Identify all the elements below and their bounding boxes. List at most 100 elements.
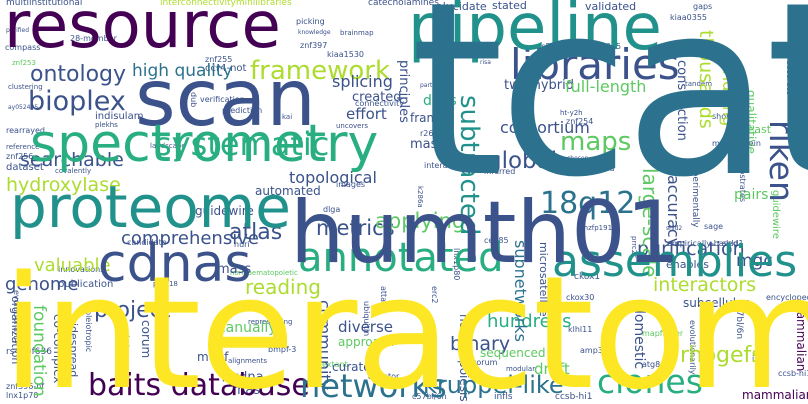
word-znf253: znf253 (12, 59, 36, 67)
word-compass: compass (5, 43, 41, 52)
word-pipeline: pipeline (408, 0, 662, 65)
word-picking: picking (296, 17, 325, 26)
word-baits-database: baits database (88, 371, 310, 401)
word-assemblies: assemblies (552, 236, 798, 287)
word-infls: ccsb-hi1 (778, 369, 808, 378)
word-pleiotropic: corum (139, 320, 153, 359)
word-valuable: valuable (34, 255, 111, 276)
word-interactors: interactors (653, 274, 757, 296)
word-ontology: ontology (30, 62, 127, 87)
word-kai: prediction (222, 106, 263, 115)
word-reading: reading (245, 275, 321, 299)
word-18q12: 18q12 (540, 186, 636, 221)
word-riken: riken (762, 120, 801, 202)
word-baits: baits (88, 368, 162, 403)
word-maps: maps (560, 127, 632, 157)
word-images: kox26 (456, 157, 477, 165)
word-consortium: consortium (500, 118, 590, 137)
word-brainmap: brainmap (340, 29, 374, 37)
word-mgc: mgc (736, 251, 773, 271)
word-foundation: foundation (29, 305, 49, 397)
word-risa: gaps (693, 2, 713, 11)
word-project: project (94, 298, 171, 323)
word-ckox1: klhl11 (568, 325, 593, 334)
word-ccr4-not: ccr4-not (205, 63, 247, 74)
word-two-hybrid: two-hybrid (504, 78, 575, 93)
word-chosen: candidate (127, 238, 167, 247)
word-innovations: attaatt (379, 286, 388, 314)
word-motif: motif (197, 350, 229, 364)
word-rs572483: rs3127075 (578, 42, 622, 51)
word-variations: dlga (323, 205, 341, 214)
word-dub: kai (282, 113, 293, 121)
word-ht-y2h: r26eyfp (420, 129, 452, 138)
word-interconnectivityminilibraries: interconnectivityminilibraries (160, 0, 292, 8)
word-znf397: znf397 (300, 41, 328, 50)
word-spectrometry: spectrometry (30, 114, 379, 174)
word-manually: manually (212, 320, 277, 336)
word-ay052495: c57bl/6n (412, 392, 447, 401)
word-landscape: ay052495 (8, 104, 39, 111)
word-ubiquitin: erc2 (430, 286, 439, 304)
word-corum: alignments (228, 357, 268, 365)
word-evolutionarily: c57bl/6n (734, 300, 744, 340)
word-dataset: indisulam (95, 111, 144, 122)
word-prrc2c: sage (704, 222, 724, 231)
word-tandem: partners (420, 82, 446, 89)
word-ccsb-hi1: evolutionarily (12, 290, 21, 345)
word-klhl11: bmpf-3 (268, 345, 297, 354)
word-subtracted: subtracted (454, 95, 484, 236)
word-frames: frames (410, 111, 452, 125)
word-plekhs: shotgun (712, 112, 745, 121)
word-yeast: yeast (741, 123, 772, 136)
word-kruppel-like: kruppel-like (423, 371, 564, 399)
word-institutes: images (336, 180, 366, 189)
word-community: community (315, 300, 334, 391)
word-co-complex: co-complex (51, 314, 65, 384)
word-pairs: pairs (734, 187, 769, 203)
word-cdnas: cdnas (98, 234, 252, 294)
word-microsatellite: microsatellite (537, 242, 550, 317)
word-validated: stated (492, 0, 527, 12)
word-purified: ccsb-hi1 (555, 392, 593, 402)
word-mammalian: mammalian (794, 300, 808, 372)
word-substrates: guidewire (195, 204, 254, 218)
word-created: created (352, 90, 402, 105)
word-r26eyfp: clustering (8, 83, 43, 91)
word-indisulam: rs572483 (538, 42, 576, 51)
word-framework: framework (250, 56, 391, 86)
word-sequenced: sequenced (480, 346, 546, 360)
word-uncovers: verification (200, 95, 245, 104)
word-c57bl6n: infls (752, 354, 769, 363)
word-reference: dataset (6, 162, 44, 173)
word-ckox30: encyclopedia (766, 293, 808, 302)
word-accuracy: accuracy (664, 175, 683, 248)
word-libraries: libraries (510, 40, 680, 89)
word-construction: construction (674, 60, 689, 141)
word-ras: shzfp191 (580, 224, 613, 232)
word-bridging: bridging (719, 60, 738, 127)
word-tcat: tcat (410, 0, 808, 230)
word-clones: clones (597, 362, 703, 401)
word-erc2: cep85 (484, 236, 509, 245)
word-partners: connectivity (355, 99, 404, 108)
word-covalently: huri (234, 240, 250, 249)
word-verification: dub (189, 92, 198, 108)
word-curated: curated (332, 360, 379, 374)
word-28-member: 28-member (70, 34, 117, 43)
word-hydroxylase: hydroxylase (6, 174, 121, 196)
word-applying: applying (375, 209, 466, 233)
word-splicing: splicing (332, 72, 393, 91)
word-qualitative: qualitative (744, 90, 758, 154)
word-searchable: searchable (20, 149, 124, 171)
word-orf: ht-y2h (560, 109, 583, 117)
word-k286a: landscape (150, 142, 186, 150)
word-interacting: purified (6, 27, 30, 34)
word-attaatt: lnx1p80 (452, 248, 461, 281)
word-gaps: kiaa0355 (670, 13, 708, 22)
word-automated: automated (255, 184, 321, 198)
word-lnx1p80: prrc2c (630, 236, 638, 259)
word-connectivity: uncovers (336, 122, 368, 130)
word-lnx1p70: rearrayed (6, 126, 46, 135)
word-stated: mass (410, 137, 445, 152)
